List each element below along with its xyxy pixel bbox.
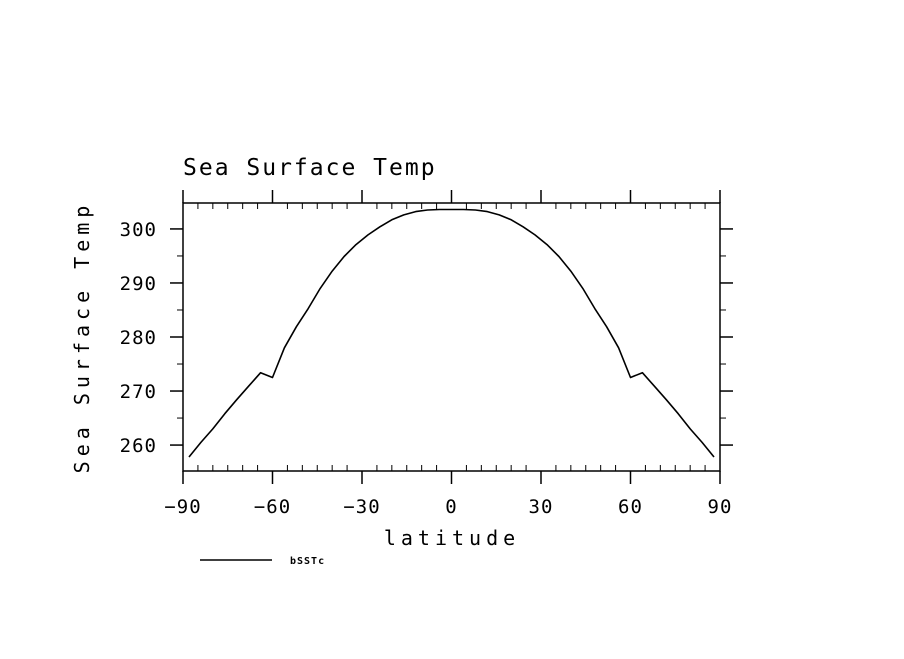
y-tick-label: 270 — [120, 381, 157, 403]
y-tick-label: 290 — [120, 273, 157, 295]
y-tick-label: 260 — [120, 435, 157, 457]
legend: bSSTc — [200, 556, 325, 567]
legend-label-bSSTc: bSSTc — [290, 556, 325, 567]
x-tick-label: −60 — [254, 496, 291, 518]
x-axis-label: latitude — [384, 526, 520, 550]
x-tick-label: −90 — [164, 496, 201, 518]
chart-title: Sea Surface Temp — [183, 155, 437, 181]
axes: −90 −60 −30 0 30 60 90 260 270 280 290 300 — [120, 190, 733, 518]
x-tick-label: 30 — [529, 496, 554, 518]
y-tick-label: 300 — [120, 219, 157, 241]
x-tick-label: 0 — [445, 496, 457, 518]
series-line-bSSTc — [188, 208, 715, 458]
series-layer — [188, 208, 715, 458]
y-axis-label: Sea Surface Temp — [70, 201, 94, 474]
y-tick-label: 280 — [120, 327, 157, 349]
x-tick-label: 60 — [618, 496, 643, 518]
x-tick-label: 90 — [708, 496, 733, 518]
x-tick-label: −30 — [343, 496, 380, 518]
